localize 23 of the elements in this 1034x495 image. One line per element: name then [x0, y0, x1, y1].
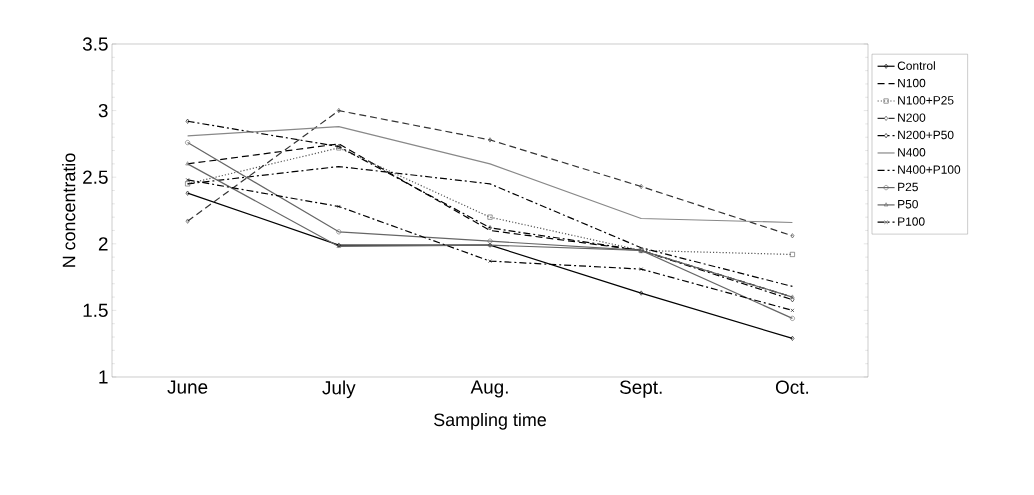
y-tick-label: 3	[98, 103, 108, 118]
x-axis-title: Sampling time	[434, 412, 546, 430]
x-tick-label: June	[167, 380, 208, 394]
legend-label: N100	[898, 78, 926, 88]
y-tick-label: 2.5	[83, 170, 108, 184]
x-tick-label: Oct.	[775, 380, 809, 394]
legend-label: P50	[898, 199, 918, 209]
legend-label: Control	[897, 61, 935, 70]
x-tick-label: Sept.	[619, 380, 662, 398]
legend-label: N200	[898, 113, 926, 122]
y-tick-label: 2	[98, 237, 108, 251]
y-axis-title: N concentratio	[62, 153, 76, 267]
legend-label: P25	[898, 182, 918, 192]
y-tick-label: 1	[99, 370, 108, 384]
y-tick-label: 1.5	[83, 303, 108, 318]
legend-label: N200+P50	[898, 130, 954, 140]
y-tick-label: 3.5	[82, 37, 108, 51]
legend-label: P100	[898, 217, 925, 226]
x-tick-label: July	[322, 380, 356, 399]
legend-label: N400+P100	[898, 165, 961, 174]
x-tick-label: Aug.	[470, 380, 508, 398]
legend-label: N400	[898, 148, 926, 157]
legend-label: N100+P25	[898, 96, 954, 105]
